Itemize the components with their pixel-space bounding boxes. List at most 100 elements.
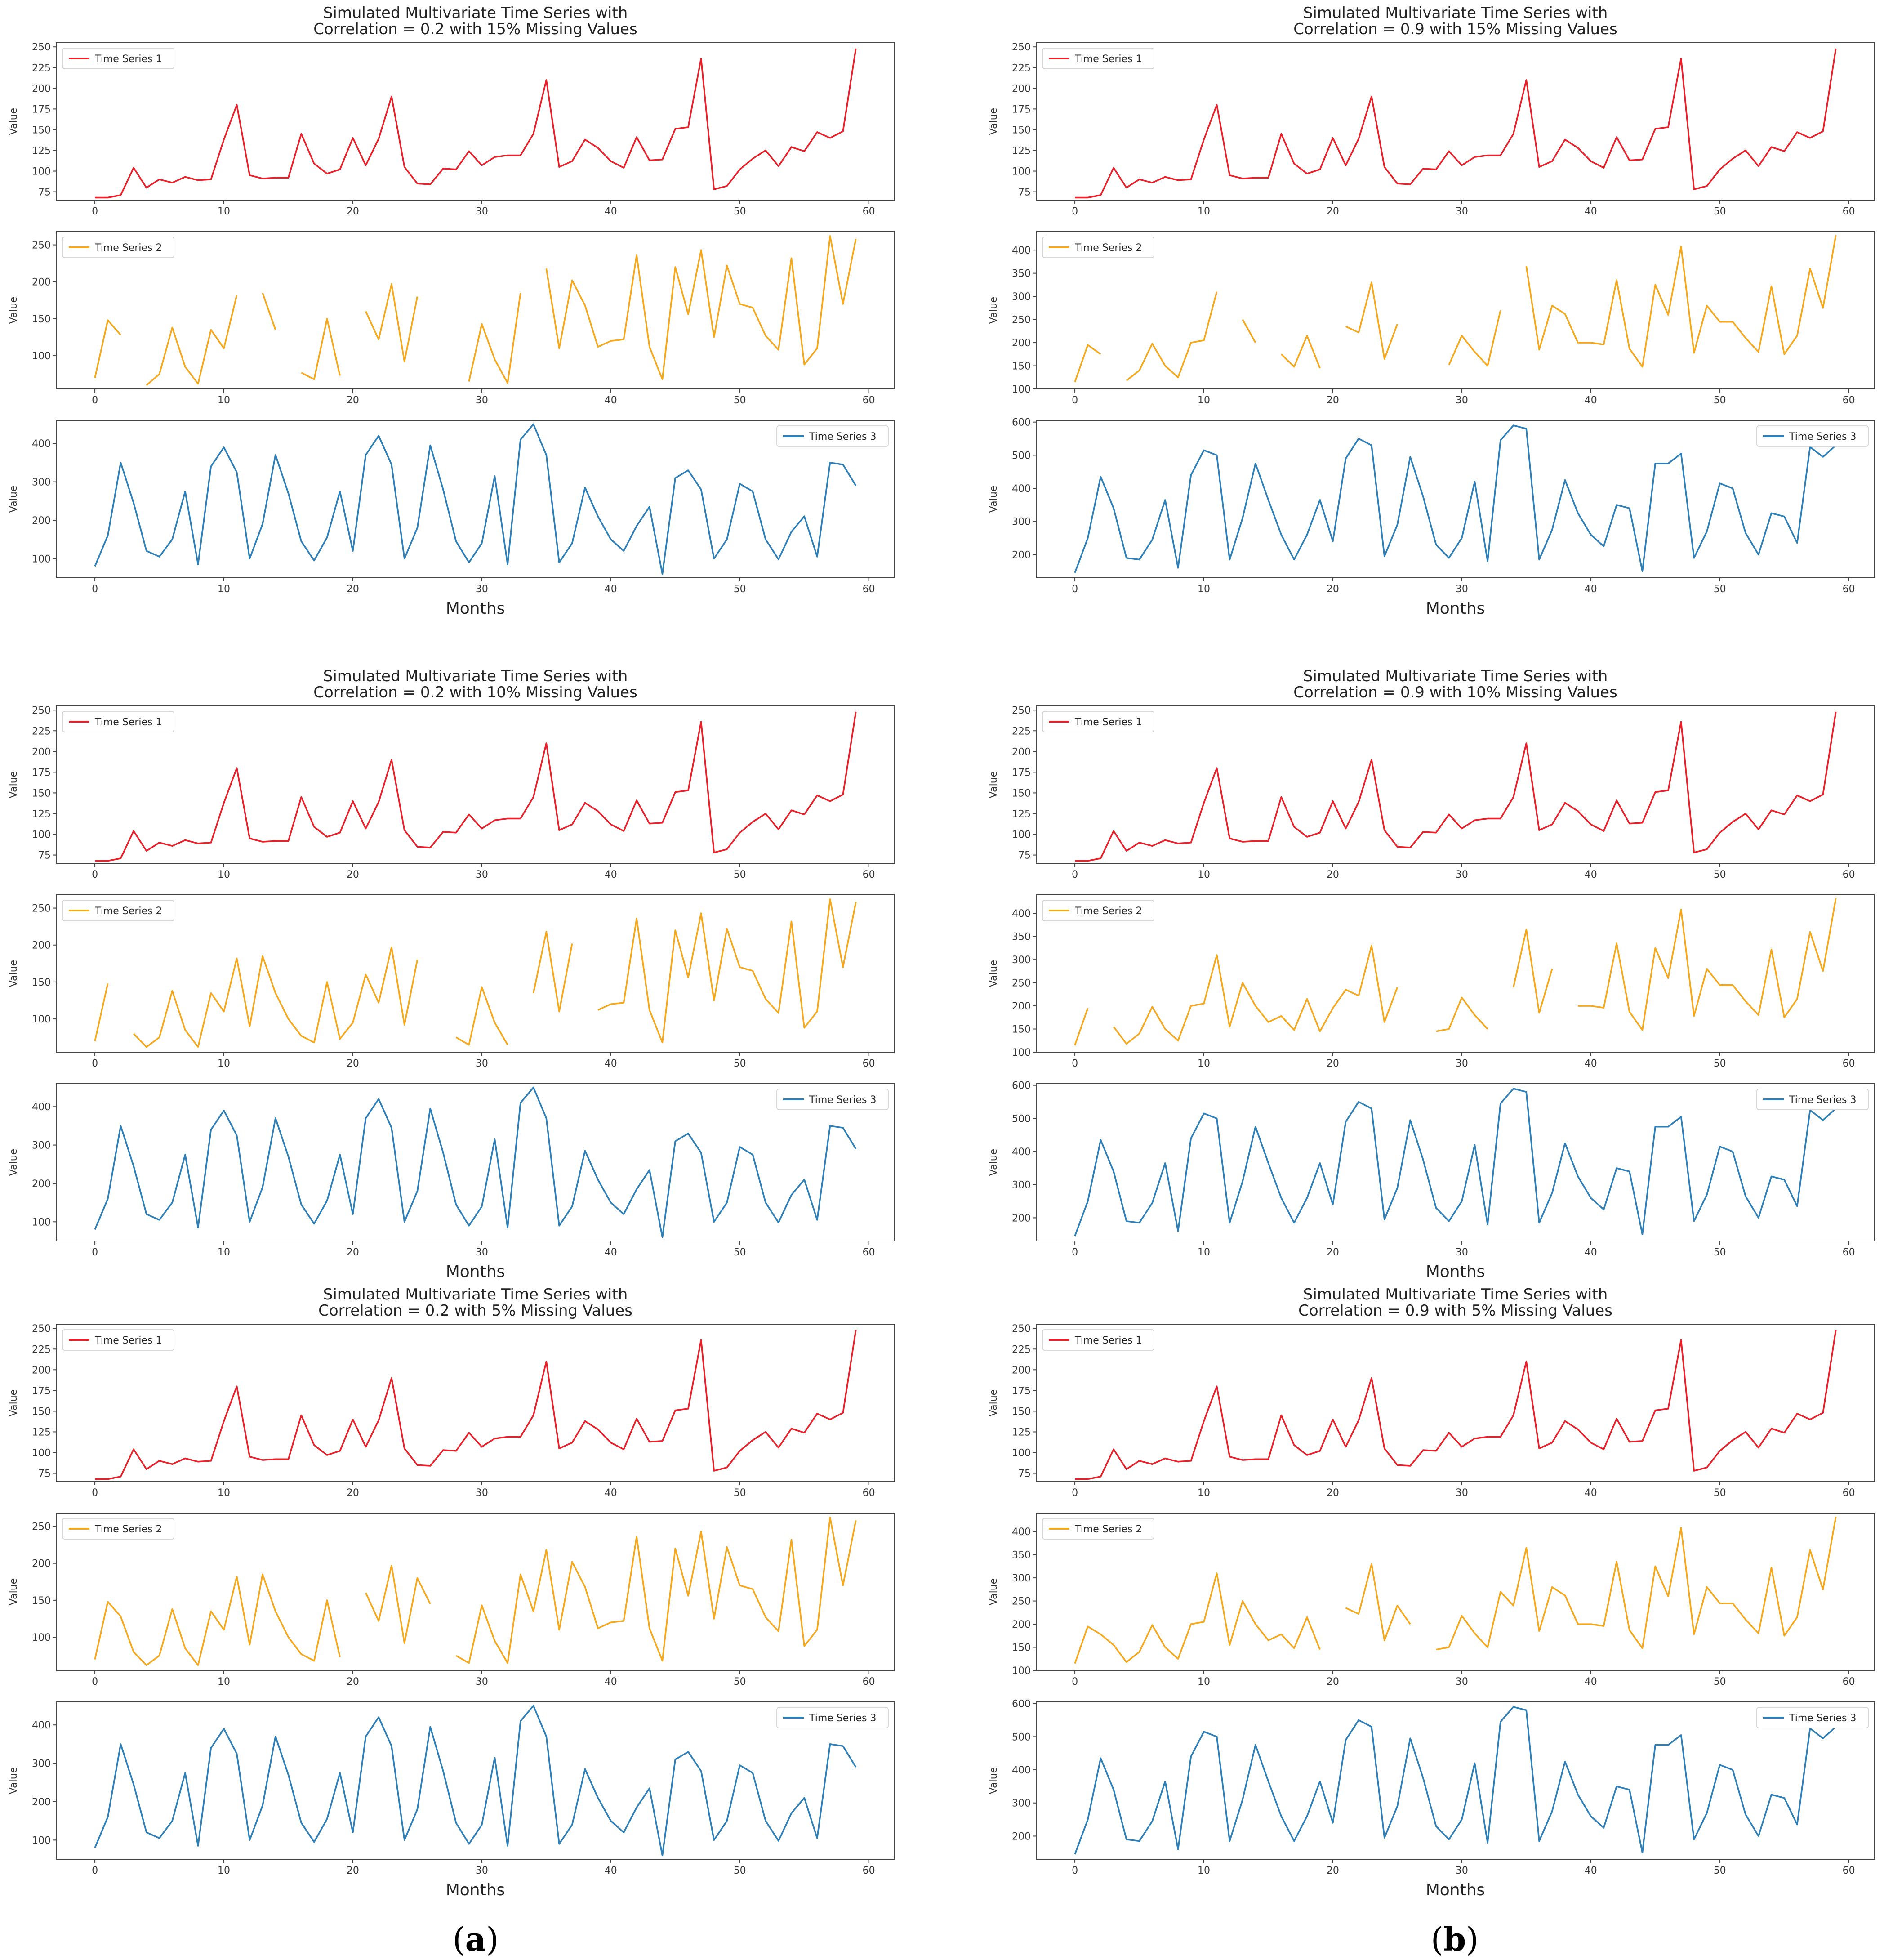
x-tick-label: 40 [1585,1676,1597,1688]
y-tick-label: 250 [32,903,51,915]
x-tick-label: 40 [605,584,617,595]
series-line-1 [95,711,857,862]
x-tick-label: 50 [1714,206,1726,217]
y-axis-label: Value [988,771,999,798]
series-line-2 [1126,291,1218,381]
y-tick-label: 125 [32,808,51,820]
y-tick-label: 300 [1012,291,1031,303]
y-tick-label: 175 [1012,1385,1031,1397]
x-axis-label: Months [1426,1881,1485,1899]
legend-label: Time Series 3 [1789,1094,1856,1106]
chart-title-line: Simulated Multivariate Time Series with [323,4,628,22]
y-tick-label: 300 [1012,1573,1031,1584]
x-tick-label: 0 [92,1676,98,1688]
y-tick-label: 200 [32,1365,51,1376]
y-tick-label: 175 [1012,104,1031,115]
x-tick-label: 30 [476,1487,488,1499]
chart-title: Simulated Multivariate Time Series with C… [313,4,637,38]
x-tick-label: 40 [605,1676,617,1688]
series-line-2 [468,293,521,384]
x-tick-label: 20 [1327,1865,1339,1876]
y-axis-label: Value [988,297,999,324]
axes-frame [1036,1324,1875,1482]
series-line-2 [1345,281,1399,360]
legend-box [62,900,174,921]
series-line-2 [1074,344,1101,383]
x-tick-label: 20 [347,1676,359,1688]
y-tick-label: 200 [1012,83,1031,94]
legend-label: Time Series 3 [1789,431,1856,442]
x-tick-label: 30 [1456,206,1468,217]
y-tick-label: 175 [32,1385,51,1397]
legend-box [1042,48,1154,69]
series-line-3 [1074,424,1837,573]
x-tick-label: 30 [1456,1058,1468,1069]
y-tick-label: 250 [32,1323,51,1335]
y-tick-label: 150 [1012,1024,1031,1036]
x-tick-label: 50 [1714,869,1726,880]
x-tick-label: 60 [863,1676,875,1688]
y-tick-label: 400 [1012,1527,1031,1538]
panel-label-a: (a) [453,1920,499,1958]
legend-box [1042,237,1154,258]
legend-label: Time Series 1 [1074,54,1142,65]
legend: Time Series 2 [62,900,174,921]
x-tick-label: 20 [347,1058,359,1069]
y-tick-label: 125 [1012,1427,1031,1438]
x-tick-label: 40 [1585,206,1597,217]
x-tick-label: 60 [863,1247,875,1258]
subplot-3: 0 10 20 30 40 50 60 200 300 400 500 600 Value Time Se… [988,417,1875,595]
y-tick-label: 150 [32,314,51,325]
x-tick-label: 40 [1585,1487,1597,1499]
y-tick-label: 300 [1012,517,1031,528]
x-tick-label: 40 [605,1865,617,1876]
x-tick-label: 10 [218,1247,230,1258]
y-tick-label: 175 [32,104,51,115]
series-line-2 [133,946,419,1048]
chart-5: Simulated Multivariate Time Series with C… [8,1286,895,1899]
x-tick-label: 0 [92,206,98,217]
y-tick-label: 250 [32,705,51,716]
series-line-2 [94,1573,341,1666]
y-tick-label: 75 [38,850,51,862]
subplot-2: 0 10 20 30 40 50 60 100 150 200 250 300 350 400 Value T… [988,894,1875,1069]
y-tick-label: 200 [32,746,51,758]
x-tick-label: 60 [863,206,875,217]
x-tick-label: 40 [1585,1058,1597,1069]
y-tick-label: 200 [32,1558,51,1570]
x-tick-label: 40 [605,206,617,217]
y-tick-label: 200 [1012,1831,1031,1842]
y-tick-label: 100 [32,1014,51,1025]
y-tick-label: 300 [32,1140,51,1152]
x-tick-label: 0 [1072,1487,1078,1499]
y-tick-label: 600 [1012,1699,1031,1710]
series-line-1 [95,48,857,199]
y-tick-label: 400 [1012,483,1031,495]
x-tick-label: 40 [605,869,617,880]
legend-box [62,1518,174,1540]
x-tick-label: 50 [734,1676,746,1688]
y-tick-label: 150 [1012,788,1031,799]
subplot-3: 0 10 20 30 40 50 60 100 200 300 400 Value Time Serie… [8,1701,895,1876]
y-tick-label: 300 [32,477,51,488]
legend-label: Time Series 2 [94,1524,162,1535]
x-tick-label: 30 [476,206,488,217]
legend-label: Time Series 2 [94,242,162,254]
y-tick-label: 100 [1012,1047,1031,1058]
series-line-1 [1075,1330,1837,1480]
x-tick-label: 60 [863,1058,875,1069]
y-axis-label: Value [8,771,19,798]
x-tick-label: 0 [92,395,98,406]
y-axis-label: Value [8,960,19,987]
axes-frame [56,894,895,1053]
y-tick-label: 150 [1012,1406,1031,1417]
axes-frame [1036,420,1875,578]
y-tick-label: 400 [32,1102,51,1113]
x-tick-label: 20 [347,1487,359,1499]
y-tick-label: 500 [1012,1732,1031,1743]
x-tick-label: 50 [734,1058,746,1069]
y-tick-label: 150 [32,1595,51,1607]
y-tick-label: 350 [1012,268,1031,280]
y-tick-label: 200 [32,277,51,288]
legend-label: Time Series 2 [1074,242,1142,254]
